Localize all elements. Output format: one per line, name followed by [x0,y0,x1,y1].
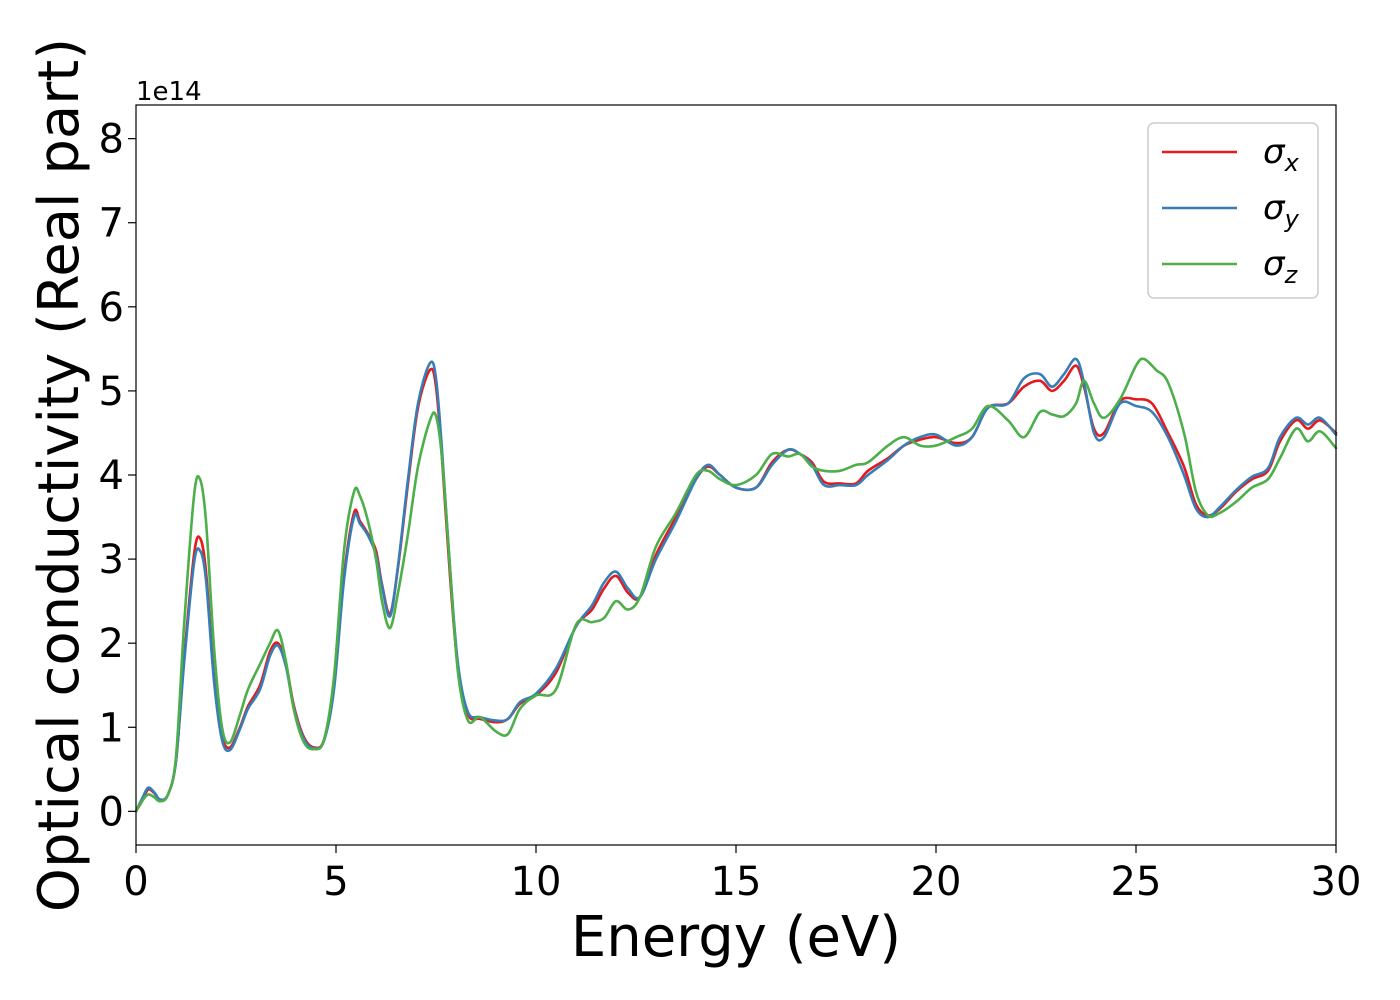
x-tick-label: 20 [911,859,962,905]
plot-area [136,105,1336,845]
y-tick-label: 6 [99,285,124,331]
x-axis-title: Energy (eV) [571,905,901,970]
y-tick-label: 5 [99,369,124,415]
x-tick-label: 10 [511,859,562,905]
series-layer [134,357,1338,813]
y-tick-label: 1 [99,705,124,751]
x-tick-label: 0 [123,859,148,905]
legend-box [1147,122,1319,299]
x-tick-label: 5 [323,859,348,905]
y-tick-label: 8 [99,117,124,163]
y-tick-label: 4 [99,453,124,499]
series-line-y [134,357,1338,813]
y-offset-label: 1e14 [136,77,202,107]
x-tick-label: 15 [711,859,762,905]
series-line-z [134,357,1338,813]
x-tick-label: 25 [1111,859,1162,905]
x-tick-label: 30 [1311,859,1362,905]
y-tick-label: 2 [99,621,124,667]
y-tick-label: 3 [99,537,124,583]
y-axis: 0 1 2 3 4 5 6 7 8 [99,117,136,835]
y-tick-label: 0 [99,789,124,835]
y-tick-label: 7 [99,201,124,247]
series-line-x [134,364,1338,813]
x-axis: 0 5 10 15 20 25 30 [123,845,1361,905]
legend-label-y: σy [1263,188,1300,233]
y-axis-title: Optical conductivity (Real part) [27,38,92,912]
